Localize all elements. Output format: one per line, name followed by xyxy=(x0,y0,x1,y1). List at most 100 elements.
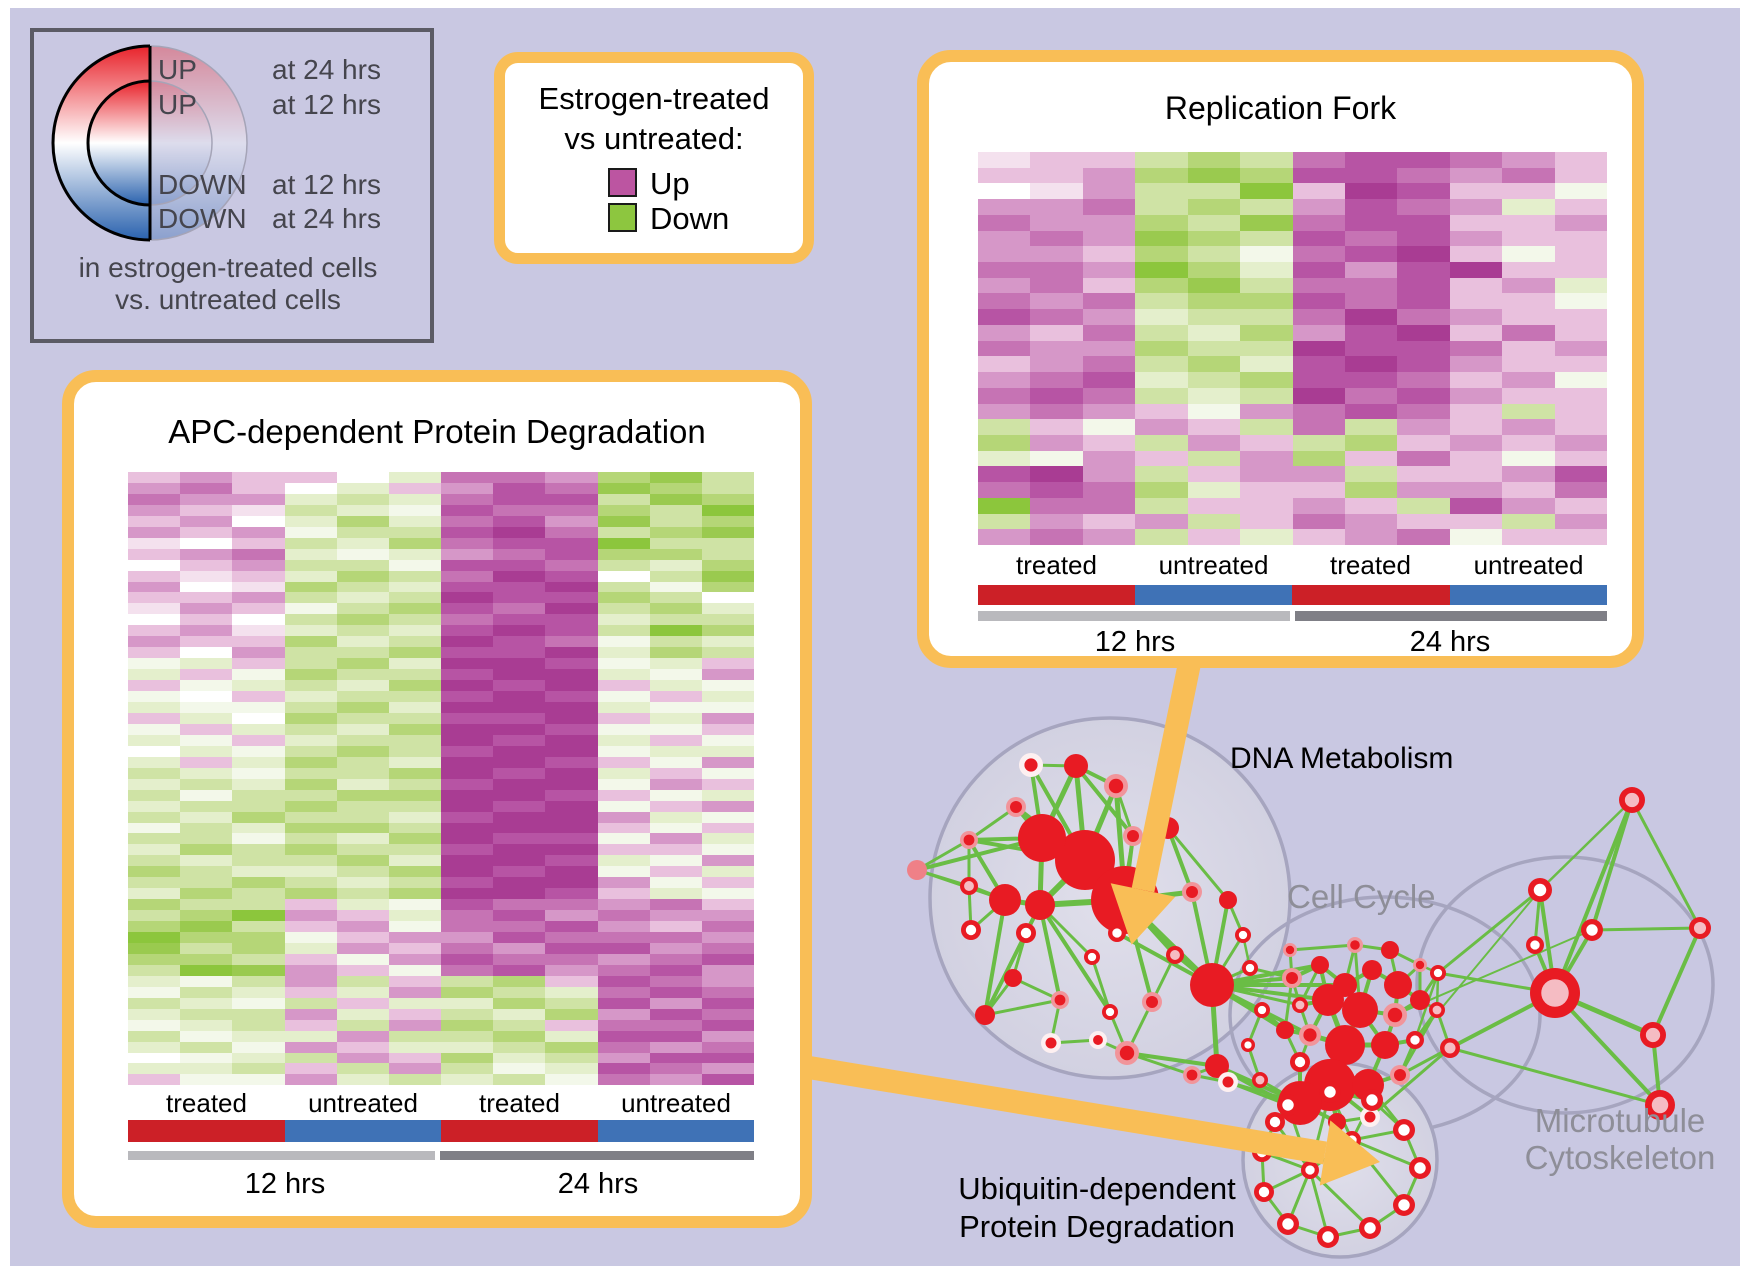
network-edge xyxy=(1448,1046,1662,1107)
heatmap-cell xyxy=(597,1030,650,1042)
heatmap-cell xyxy=(284,570,337,582)
heatmap-cell xyxy=(1240,167,1293,184)
heatmap-cell xyxy=(545,997,598,1009)
heatmap-cell xyxy=(1449,450,1503,467)
heatmap-cell xyxy=(1397,277,1450,294)
rf-untreated-bar-12 xyxy=(1135,585,1292,605)
heatmap-cell xyxy=(180,581,233,593)
heatmap-row xyxy=(128,975,755,987)
heatmap-cell xyxy=(1187,230,1241,247)
heatmap-cell xyxy=(1082,309,1136,325)
heatmap-cell xyxy=(649,482,702,494)
heatmap-cell xyxy=(180,537,233,549)
heatmap-cell xyxy=(128,767,181,779)
heatmap-cell xyxy=(128,910,181,922)
heatmap-cell xyxy=(441,691,494,703)
heatmap-cell xyxy=(649,625,702,637)
heatmap-cell xyxy=(1502,466,1555,483)
heatmap-cell xyxy=(232,548,285,560)
heatmap-cell xyxy=(1397,482,1450,498)
heatmap-cell xyxy=(336,745,389,757)
heatmap-row xyxy=(978,183,1608,200)
heatmap-cell xyxy=(284,702,337,713)
heatmap-cell xyxy=(493,921,546,933)
heatmap-cell xyxy=(180,822,233,834)
heatmap-cell xyxy=(649,1019,702,1031)
heatmap-cell xyxy=(1030,340,1083,357)
heatmap-cell xyxy=(597,888,650,900)
heatmap-cell xyxy=(441,482,494,494)
heatmap-cell xyxy=(1135,183,1188,200)
heatmap-cell xyxy=(545,1030,598,1042)
heatmap-cell xyxy=(1502,199,1555,215)
heatmap-cell xyxy=(232,570,285,582)
heatmap-cell xyxy=(1397,262,1450,278)
heatmap-cell xyxy=(232,723,285,735)
network-node-center xyxy=(1269,1116,1281,1128)
heatmap-cell xyxy=(649,712,702,724)
heatmap-cell xyxy=(597,789,650,801)
heatmap-cell xyxy=(180,1030,233,1042)
heatmap-cell xyxy=(441,734,494,746)
heatmap-cell xyxy=(128,921,181,933)
heatmap-cell xyxy=(597,921,650,933)
heatmap-cell xyxy=(336,997,389,1009)
heatmap-cell xyxy=(649,515,702,527)
heatmap-cell xyxy=(649,504,702,516)
heatmap-cell xyxy=(1344,167,1398,184)
heatmap-cell xyxy=(649,658,702,670)
heatmap-cell xyxy=(441,526,494,538)
heatmap-cell xyxy=(597,910,650,922)
network-edge xyxy=(1651,926,1702,1037)
heatmap-cell xyxy=(128,614,181,626)
heatmap-cell xyxy=(388,932,442,943)
heatmap-cell xyxy=(649,581,702,593)
network-node-core xyxy=(1415,960,1425,970)
network-edge xyxy=(1553,798,1634,995)
figure-canvas: UP at 24 hrs UP at 12 hrs DOWN at 12 hrs… xyxy=(10,8,1740,1266)
heatmap-cell xyxy=(1449,230,1503,247)
heatmap-cell xyxy=(1344,293,1398,310)
heatmap-cell xyxy=(1397,246,1450,263)
heatmap-cell xyxy=(1135,277,1188,294)
heatmap-row xyxy=(978,199,1608,215)
heatmap-cell xyxy=(1292,324,1345,341)
heatmap-cell xyxy=(493,745,546,757)
heatmap-cell xyxy=(597,592,650,604)
heatmap-cell xyxy=(336,504,389,516)
network-node-core xyxy=(1186,1069,1198,1081)
heatmap-row xyxy=(978,466,1608,483)
heatmap-cell xyxy=(545,888,598,900)
heatmap-cell xyxy=(441,702,494,713)
heatmap-cell xyxy=(1135,230,1188,247)
heatmap-cell xyxy=(441,680,494,692)
heatmap-cell xyxy=(701,614,755,626)
heatmap-cell xyxy=(1554,293,1608,310)
heatmap-cell xyxy=(180,702,233,713)
heatmap-cell xyxy=(597,997,650,1009)
network-node-core xyxy=(1010,801,1022,813)
heatmap-cell xyxy=(388,658,442,670)
heatmap-cell xyxy=(388,472,442,483)
heatmap-cell xyxy=(128,482,181,494)
heatmap-cell xyxy=(336,1052,389,1064)
heatmap-cell xyxy=(649,767,702,779)
heatmap-cell xyxy=(336,614,389,626)
heatmap-cell xyxy=(1449,152,1503,168)
heatmap-cell xyxy=(232,888,285,900)
heatmap-cell xyxy=(232,669,285,681)
heatmap-cell xyxy=(232,493,285,505)
heatmap-cell xyxy=(1292,450,1345,467)
heatmap-cell xyxy=(545,592,598,604)
heatmap-cell xyxy=(441,932,494,943)
heatmap-cell xyxy=(493,515,546,527)
heatmap-cell xyxy=(978,246,1031,263)
heatmap-cell xyxy=(232,833,285,845)
network-node xyxy=(1276,1021,1294,1039)
heatmap-cell xyxy=(336,472,389,483)
heatmap-cell xyxy=(284,526,337,538)
heatmap-cell xyxy=(1135,372,1188,388)
heatmap-cell xyxy=(1187,309,1241,325)
heatmap-cell xyxy=(649,745,702,757)
heatmap-cell xyxy=(232,472,285,483)
